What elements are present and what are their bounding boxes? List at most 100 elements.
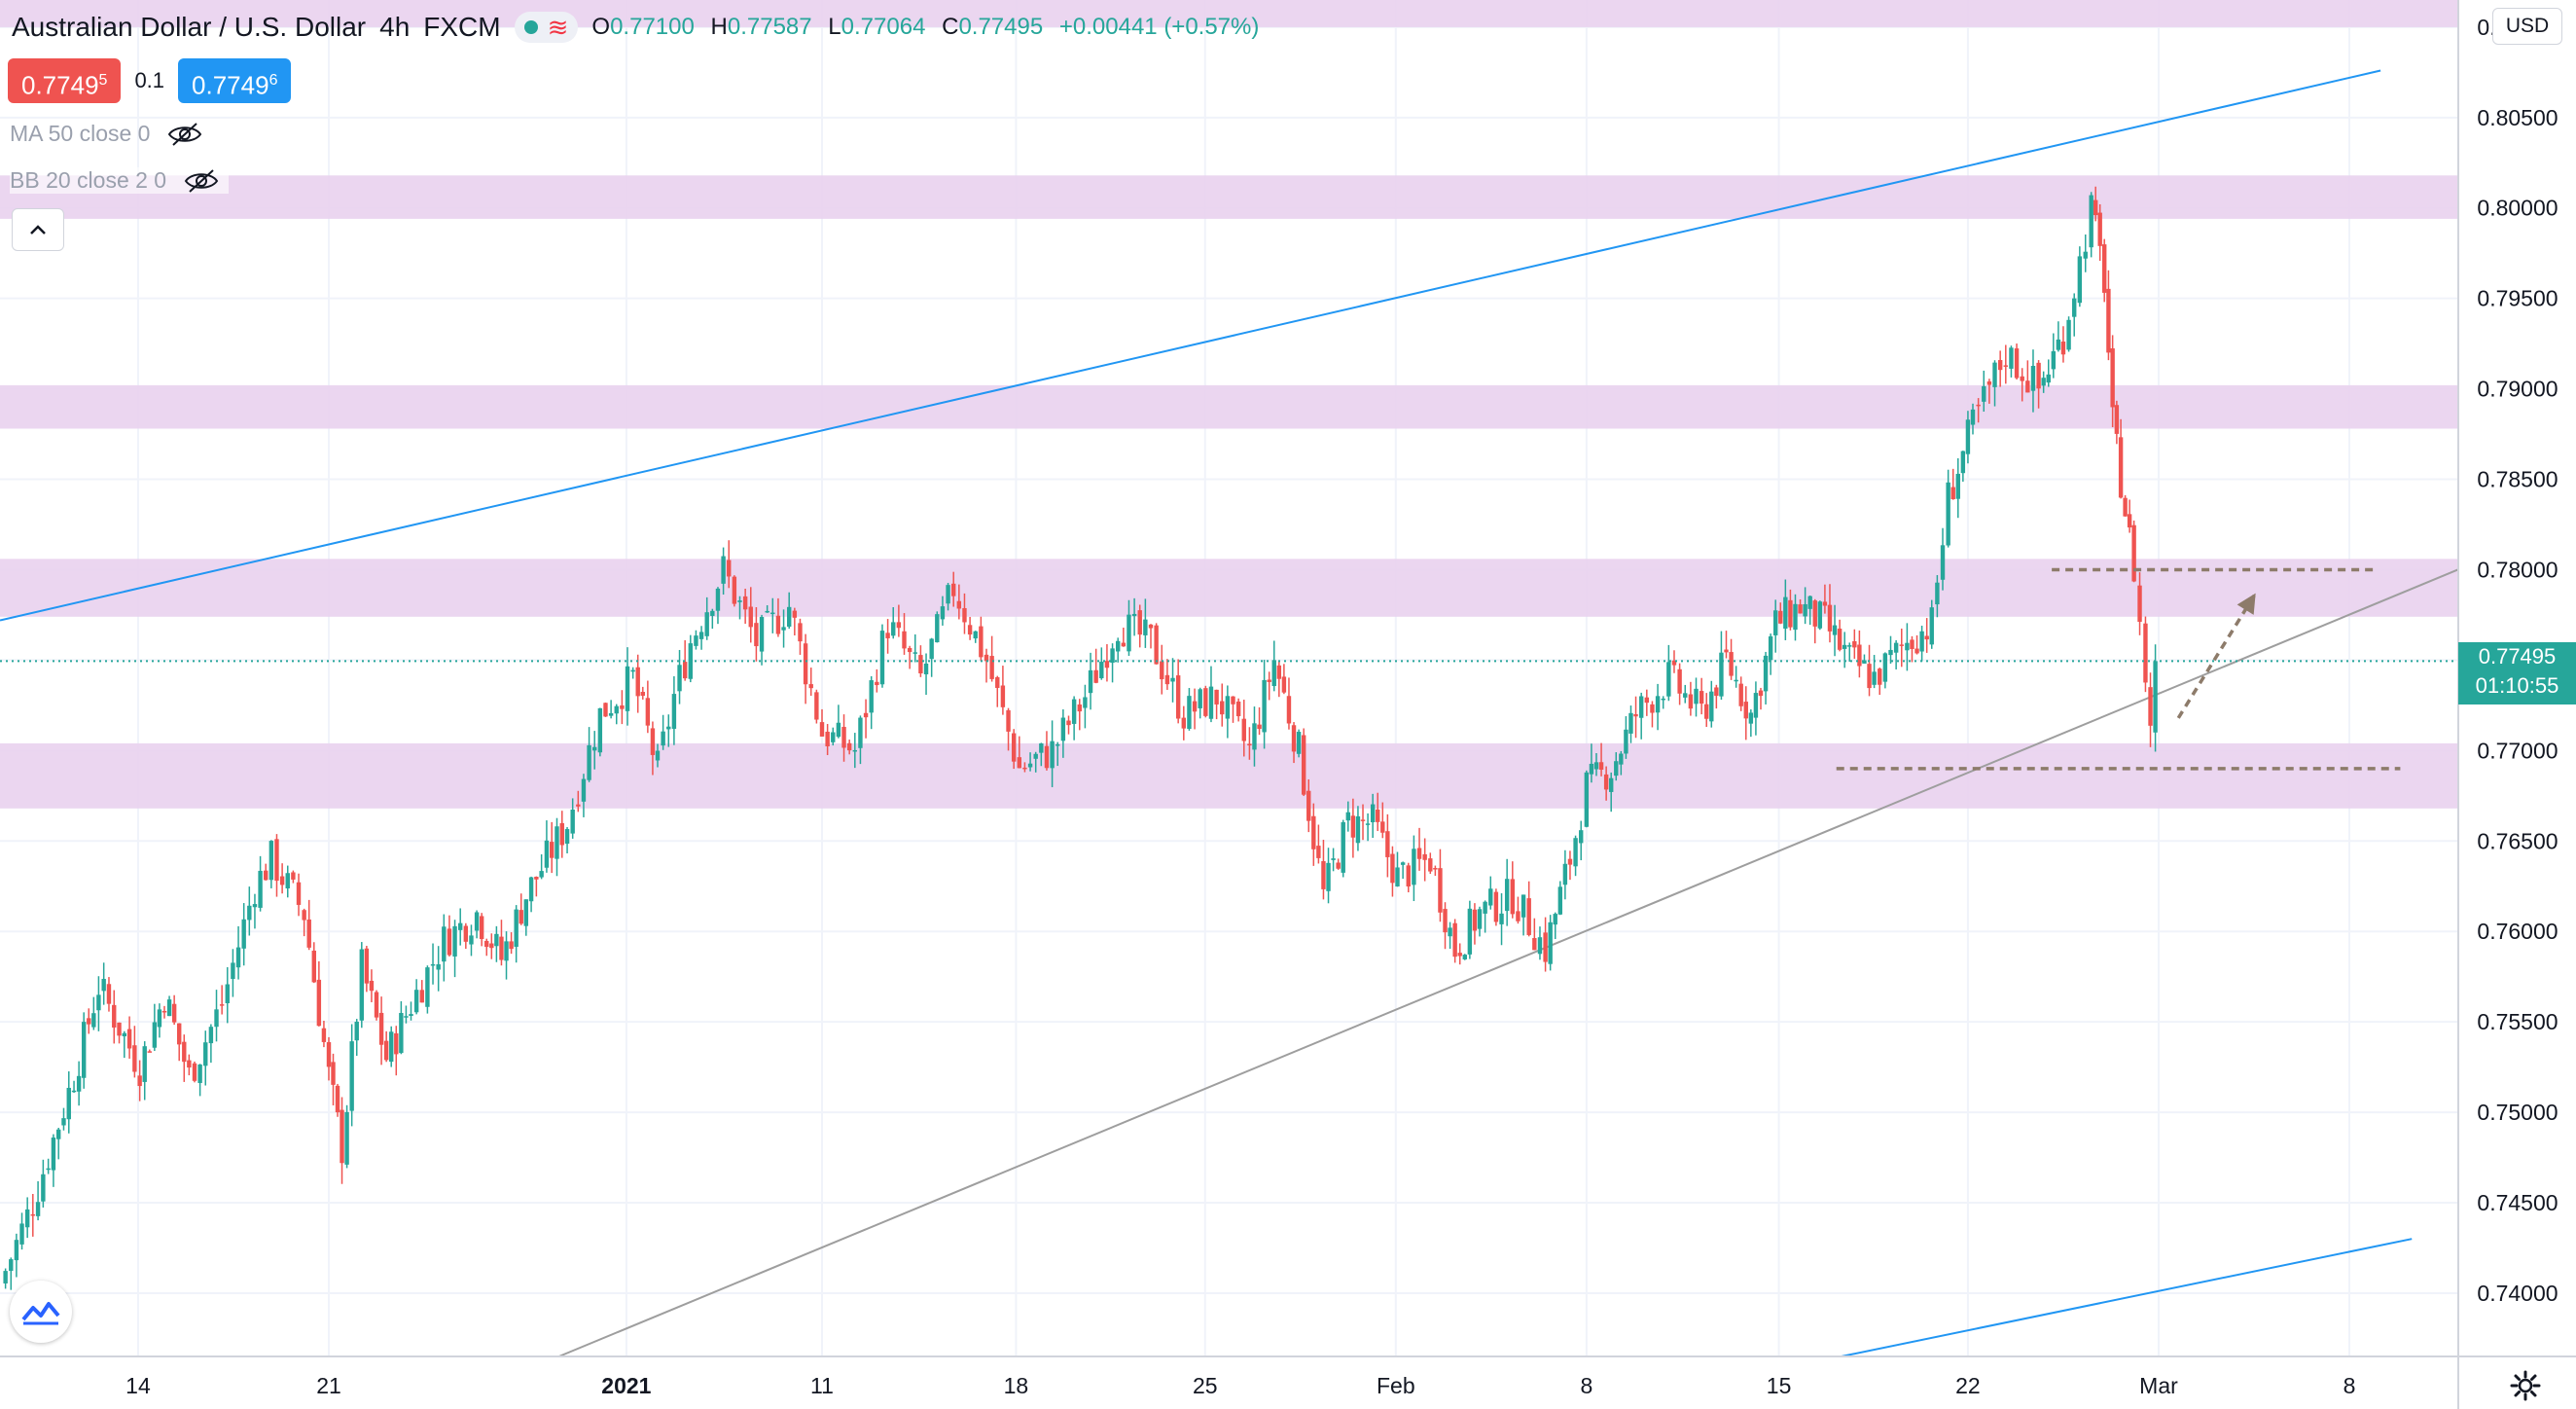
candle[interactable]	[836, 722, 841, 738]
candle[interactable]	[1187, 696, 1192, 730]
candle[interactable]	[2051, 351, 2057, 370]
candle[interactable]	[1488, 888, 1493, 906]
candle[interactable]	[597, 707, 603, 753]
candle[interactable]	[1110, 648, 1115, 664]
candle[interactable]	[918, 655, 923, 673]
candle[interactable]	[1729, 652, 1734, 676]
candle[interactable]	[51, 1138, 56, 1171]
candle[interactable]	[863, 712, 869, 718]
candle[interactable]	[1827, 604, 1833, 632]
candle[interactable]	[2153, 661, 2158, 733]
candle[interactable]	[630, 669, 635, 672]
candle[interactable]	[1628, 712, 1633, 734]
candle[interactable]	[677, 665, 682, 692]
candle[interactable]	[306, 919, 311, 948]
candle[interactable]	[1584, 772, 1590, 827]
candle[interactable]	[452, 925, 457, 957]
candle[interactable]	[1526, 898, 1531, 935]
candle[interactable]	[1422, 853, 1427, 860]
candle[interactable]	[1214, 689, 1219, 704]
candle[interactable]	[1235, 701, 1241, 717]
eye-hidden-icon[interactable]	[167, 122, 202, 147]
candle[interactable]	[2097, 212, 2102, 246]
candle[interactable]	[1331, 858, 1336, 860]
candle[interactable]	[1986, 380, 1992, 385]
candle[interactable]	[1355, 815, 1361, 844]
candle[interactable]	[1412, 849, 1416, 885]
candle[interactable]	[91, 1013, 96, 1028]
candle[interactable]	[846, 742, 852, 751]
candle[interactable]	[203, 1042, 208, 1066]
candle[interactable]	[1493, 891, 1499, 922]
candle[interactable]	[1960, 451, 1966, 474]
candle[interactable]	[896, 622, 902, 629]
candle[interactable]	[979, 626, 984, 658]
candle[interactable]	[1798, 604, 1803, 614]
candle[interactable]	[35, 1202, 41, 1216]
candle[interactable]	[1992, 362, 1997, 387]
candle[interactable]	[2089, 195, 2093, 248]
candle[interactable]	[765, 610, 769, 613]
candle[interactable]	[1812, 600, 1817, 627]
candle[interactable]	[1852, 640, 1857, 648]
candle[interactable]	[650, 728, 656, 755]
candle[interactable]	[1050, 741, 1055, 769]
candle[interactable]	[825, 731, 830, 747]
candle[interactable]	[302, 910, 306, 921]
candle[interactable]	[106, 984, 112, 1004]
indicator-ma[interactable]: MA 50 close 0	[10, 121, 202, 147]
candle[interactable]	[374, 992, 379, 1018]
candle[interactable]	[1793, 603, 1798, 631]
candle[interactable]	[268, 841, 274, 881]
candle[interactable]	[748, 606, 753, 628]
candle[interactable]	[655, 750, 661, 761]
arrow-annotation[interactable]	[2176, 592, 2258, 719]
candle[interactable]	[1521, 894, 1526, 918]
candle[interactable]	[2003, 365, 2008, 367]
candle[interactable]	[1066, 720, 1071, 726]
candle[interactable]	[1017, 757, 1021, 769]
candle[interactable]	[1817, 601, 1823, 629]
candle[interactable]	[1462, 955, 1467, 959]
candle[interactable]	[1083, 697, 1088, 708]
candle[interactable]	[1650, 704, 1655, 713]
candle[interactable]	[1579, 830, 1584, 844]
interval-label[interactable]: 4h	[379, 12, 411, 42]
candle[interactable]	[671, 694, 677, 729]
candle[interactable]	[1543, 932, 1548, 962]
candle[interactable]	[1395, 867, 1400, 886]
candle[interactable]	[81, 1022, 87, 1078]
candle[interactable]	[732, 576, 737, 604]
candle[interactable]	[1055, 743, 1060, 746]
candle[interactable]	[1862, 660, 1867, 664]
candle[interactable]	[2036, 362, 2041, 389]
candle[interactable]	[951, 583, 956, 596]
candle[interactable]	[291, 872, 296, 880]
candle[interactable]	[852, 749, 857, 752]
candle[interactable]	[19, 1223, 24, 1245]
candle[interactable]	[798, 623, 803, 642]
candle[interactable]	[803, 643, 808, 685]
candle[interactable]	[875, 681, 879, 686]
candle[interactable]	[101, 978, 106, 992]
candle[interactable]	[489, 943, 494, 949]
candle[interactable]	[2083, 251, 2088, 259]
candle[interactable]	[404, 1016, 409, 1018]
candle[interactable]	[1516, 911, 1521, 921]
candle[interactable]	[514, 909, 519, 947]
candle[interactable]	[1370, 804, 1376, 823]
channel-upper-line[interactable]	[0, 69, 2381, 622]
candle[interactable]	[814, 692, 819, 720]
candle[interactable]	[46, 1168, 51, 1171]
candle[interactable]	[1306, 790, 1311, 821]
candle[interactable]	[1935, 582, 1940, 605]
candle[interactable]	[1738, 683, 1743, 706]
candle[interactable]	[1088, 669, 1093, 694]
candle[interactable]	[710, 610, 715, 616]
candle[interactable]	[1997, 360, 2003, 371]
candle[interactable]	[126, 1029, 132, 1049]
candle[interactable]	[967, 625, 973, 635]
candle[interactable]	[56, 1129, 61, 1139]
candle[interactable]	[425, 967, 430, 1007]
candle[interactable]	[645, 698, 651, 726]
